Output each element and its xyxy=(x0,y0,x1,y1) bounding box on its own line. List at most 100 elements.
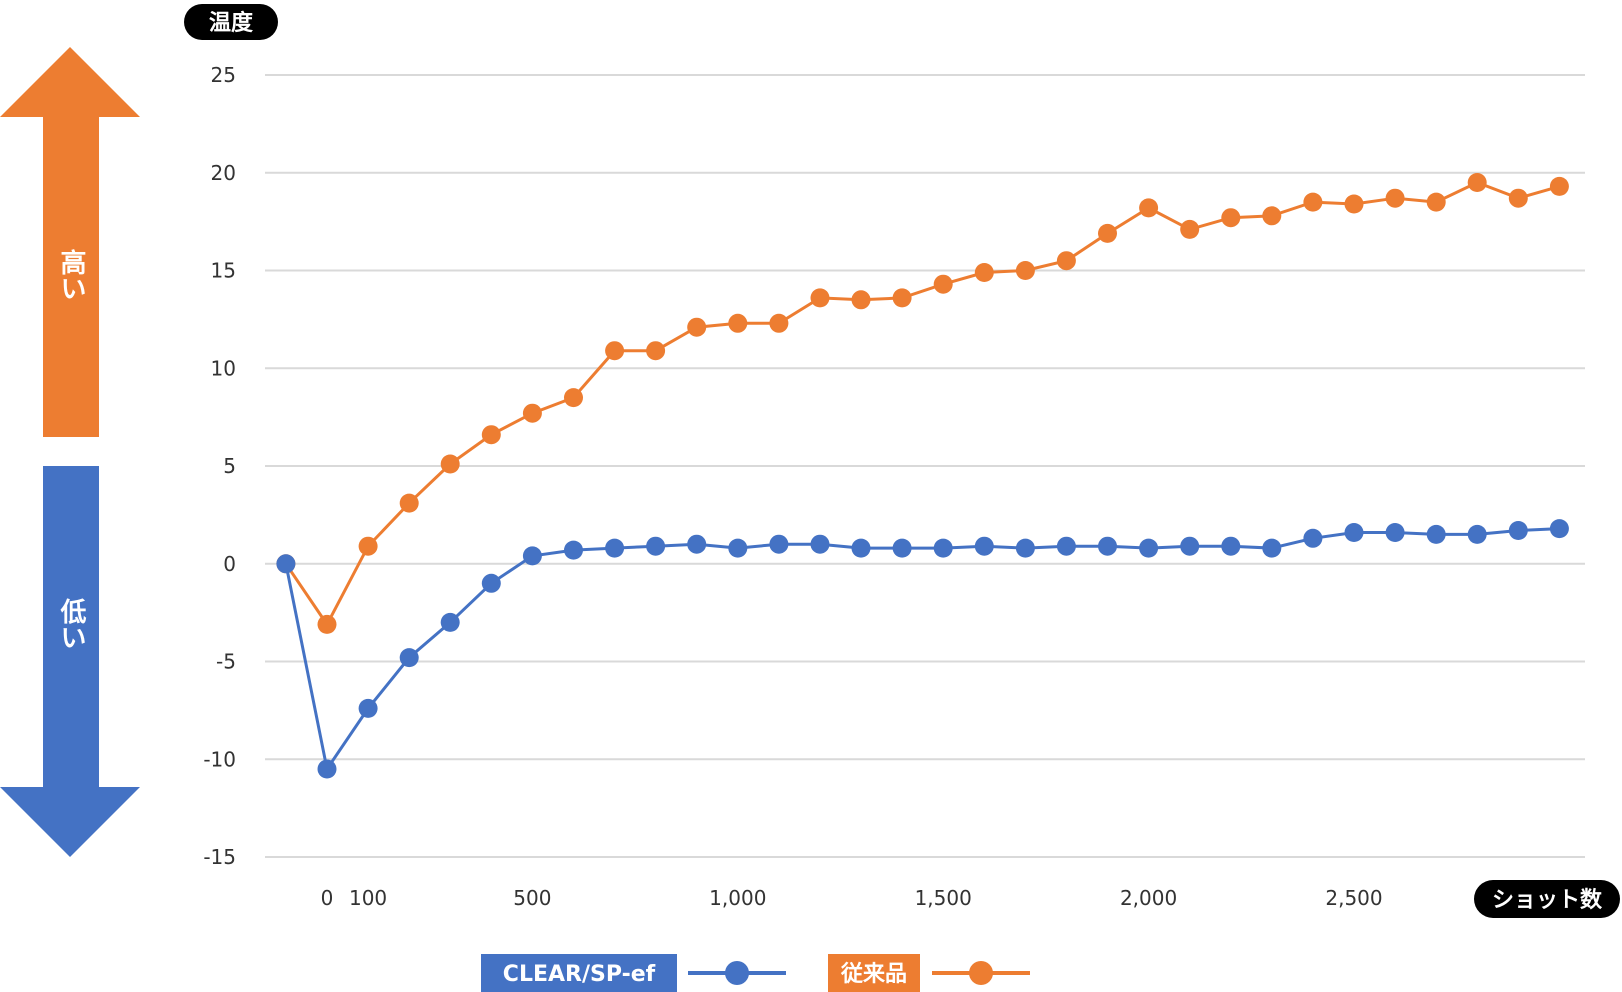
data-point xyxy=(358,536,378,556)
data-point xyxy=(399,493,419,513)
data-point xyxy=(1262,206,1282,226)
data-point xyxy=(481,573,501,593)
x-tick-label: 100 xyxy=(349,886,387,910)
data-point xyxy=(646,536,666,556)
low-arrow-shape xyxy=(0,466,140,857)
y-axis-title: 温度 xyxy=(184,4,278,40)
data-point xyxy=(317,614,337,634)
low-arrow: 低い xyxy=(0,466,140,857)
data-point xyxy=(851,538,871,558)
data-point xyxy=(1056,251,1076,271)
legend-item-conventional: 従来品 xyxy=(828,954,1030,992)
x-tick-label: 2,500 xyxy=(1325,886,1382,910)
data-point xyxy=(892,538,912,558)
data-point xyxy=(358,698,378,718)
data-point xyxy=(1262,538,1282,558)
y-axis-title-text: 温度 xyxy=(209,10,254,36)
data-point xyxy=(605,538,625,558)
data-point xyxy=(1467,173,1487,192)
y-tick-label: 25 xyxy=(211,63,236,87)
data-point xyxy=(769,534,789,554)
data-point xyxy=(1549,176,1569,196)
data-point xyxy=(1549,519,1569,539)
x-tick-label: 2,000 xyxy=(1120,886,1177,910)
data-point xyxy=(481,425,501,445)
data-point xyxy=(974,536,994,556)
high-arrow: 高い xyxy=(0,47,140,437)
data-point xyxy=(851,290,871,310)
data-point xyxy=(974,263,994,282)
y-tick-label: 10 xyxy=(211,356,236,380)
data-point xyxy=(1303,192,1323,212)
data-point xyxy=(1344,523,1364,542)
data-point xyxy=(1139,538,1159,558)
data-point xyxy=(1303,528,1323,548)
data-point xyxy=(1139,198,1159,218)
data-point xyxy=(399,648,419,668)
data-point xyxy=(1426,192,1446,212)
data-point xyxy=(1015,538,1035,558)
data-point xyxy=(1508,188,1528,208)
data-point xyxy=(1385,188,1405,208)
gridlines xyxy=(265,74,1585,858)
x-axis-title-text: ショット数 xyxy=(1492,887,1603,913)
data-point xyxy=(933,274,953,294)
data-point xyxy=(440,454,460,474)
data-point xyxy=(728,538,748,558)
y-tick-label: -10 xyxy=(203,747,236,771)
x-axis-title: ショット数 xyxy=(1474,880,1620,918)
data-point xyxy=(810,288,830,308)
x-tick-label: 0 xyxy=(321,886,334,910)
data-point xyxy=(440,612,460,632)
series-conventional xyxy=(276,173,1569,634)
data-point xyxy=(1221,208,1241,228)
data-point xyxy=(810,534,830,554)
y-tick-label: 5 xyxy=(223,454,236,478)
data-point xyxy=(687,534,707,554)
data-point xyxy=(687,317,707,337)
x-tick-label: 500 xyxy=(513,886,551,910)
x-tick-label: 1,000 xyxy=(709,886,766,910)
x-tick-label: 1,500 xyxy=(915,886,972,910)
high-arrow-shape xyxy=(0,47,140,437)
data-point xyxy=(522,546,542,566)
data-point xyxy=(1098,536,1117,556)
data-point xyxy=(1508,521,1528,540)
data-point xyxy=(1098,223,1117,243)
high-arrow-label: 高い xyxy=(56,248,86,301)
x-tick-labels: 0 100 500 1,000 1,500 2,000 2,500 xyxy=(321,886,1383,910)
legend-label-conventional: 従来品 xyxy=(840,961,907,987)
low-arrow-label: 低い xyxy=(56,598,87,650)
data-point xyxy=(646,341,666,361)
legend-label-clear-sp-ef: CLEAR/SP-ef xyxy=(503,962,656,987)
data-point xyxy=(1180,219,1200,239)
data-point xyxy=(769,313,789,333)
data-point xyxy=(1015,261,1035,280)
legend-item-clear-sp-ef: CLEAR/SP-ef xyxy=(481,954,786,992)
series-lines xyxy=(276,173,1569,779)
series-clear-sp-ef xyxy=(276,519,1569,779)
data-point xyxy=(605,341,625,361)
data-point xyxy=(1385,523,1405,542)
data-point xyxy=(1344,194,1364,214)
data-point xyxy=(317,759,337,779)
y-tick-label: -15 xyxy=(203,845,236,869)
data-point xyxy=(564,540,583,560)
data-point xyxy=(1056,536,1076,556)
data-point xyxy=(564,388,583,408)
y-tick-labels: 25 20 15 10 5 0 -5 -10 -15 xyxy=(203,63,236,869)
y-tick-label: 20 xyxy=(211,161,236,185)
data-point xyxy=(933,538,953,558)
data-point xyxy=(1180,536,1200,556)
y-tick-label: 0 xyxy=(223,552,236,576)
data-point xyxy=(1426,524,1446,544)
series-line xyxy=(284,180,1560,628)
data-point xyxy=(276,554,296,574)
data-point xyxy=(1221,536,1241,556)
data-point xyxy=(522,403,542,423)
y-tick-label: -5 xyxy=(216,650,236,674)
data-point xyxy=(892,288,912,308)
y-tick-label: 15 xyxy=(211,259,236,283)
data-point xyxy=(728,313,748,333)
